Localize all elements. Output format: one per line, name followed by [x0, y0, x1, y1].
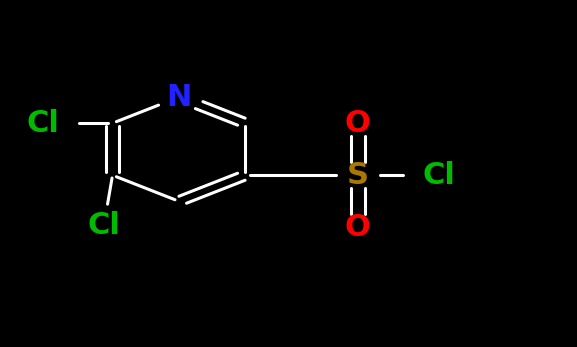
Text: Cl: Cl: [88, 211, 120, 240]
Text: Cl: Cl: [27, 109, 59, 138]
Text: N: N: [166, 83, 192, 112]
Text: Cl: Cl: [422, 161, 455, 190]
Text: O: O: [345, 213, 370, 242]
Text: O: O: [345, 109, 370, 138]
Text: S: S: [347, 161, 369, 190]
